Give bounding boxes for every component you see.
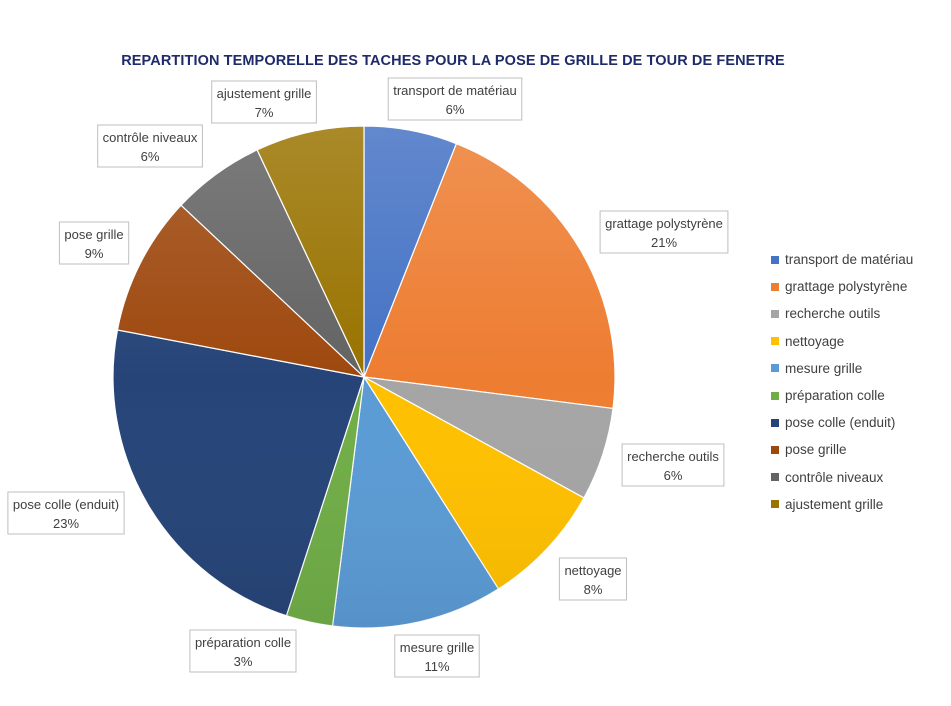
legend-item-nettoyage: nettoyage: [771, 328, 913, 355]
data-label-value: 6%: [664, 468, 683, 483]
data-label-value: 7%: [255, 105, 274, 120]
data-label-category: grattage polystyrène: [605, 216, 723, 231]
data-label-recherche-outils: recherche outils 6%: [621, 443, 725, 487]
data-label-box: [189, 629, 297, 673]
legend-item-preparation-colle: préparation colle: [771, 382, 913, 409]
legend-label: mesure grille: [785, 360, 863, 376]
data-label-ajustement-grille: ajustement grille 7%: [211, 80, 317, 124]
chart-title: REPARTITION TEMPORELLE DES TACHES POUR L…: [121, 53, 785, 69]
legend-swatch: [771, 282, 779, 291]
data-label-pose-grille: pose grille 9%: [58, 221, 130, 265]
data-label-value: 8%: [584, 582, 603, 597]
legend-item-transport-de-materiau: transport de matériau: [771, 246, 913, 273]
legend-label: pose grille: [785, 442, 847, 458]
data-label-category: mesure grille: [400, 640, 474, 655]
data-label-box: [621, 443, 725, 487]
data-label-category: pose grille: [64, 227, 123, 242]
data-label-preparation-colle: préparation colle 3%: [189, 629, 297, 673]
legend-item-ajustement-grille: ajustement grille: [771, 491, 913, 518]
data-label-category: contrôle niveaux: [103, 130, 198, 145]
legend-label: pose colle (enduit): [785, 415, 896, 431]
legend-label: recherche outils: [785, 306, 881, 322]
legend-swatch: [771, 309, 779, 318]
legend-swatch: [771, 500, 779, 509]
data-label-value: 9%: [85, 246, 104, 261]
data-label-controle-niveaux: contrôle niveaux 6%: [97, 124, 203, 168]
data-label-value: 6%: [141, 149, 160, 164]
data-label-category: pose colle (enduit): [13, 497, 119, 512]
data-label-category: recherche outils: [627, 449, 719, 464]
data-label-box: [7, 491, 125, 535]
data-label-mesure-grille: mesure grille 11%: [394, 634, 480, 678]
legend-swatch: [771, 255, 779, 264]
legend-label: préparation colle: [785, 388, 885, 404]
data-label-value: 3%: [234, 654, 253, 669]
legend-swatch: [771, 391, 779, 400]
data-label-box: [599, 210, 729, 254]
data-label-box: [558, 557, 628, 601]
data-label-category: préparation colle: [195, 635, 291, 650]
data-label-category: transport de matériau: [393, 83, 517, 98]
data-label-value: 6%: [446, 102, 465, 117]
legend-swatch: [771, 364, 779, 373]
legend-item-controle-niveaux: contrôle niveaux: [771, 464, 913, 491]
legend-item-mesure-grille: mesure grille: [771, 355, 913, 382]
data-label-box: [387, 77, 523, 121]
legend-label: nettoyage: [785, 333, 845, 349]
legend-swatch: [771, 418, 779, 427]
data-label-value: 11%: [424, 659, 449, 674]
data-label-box: [97, 124, 203, 168]
data-label-nettoyage: nettoyage 8%: [558, 557, 628, 601]
data-label-transport-de-materiau: transport de matériau 6%: [387, 77, 523, 121]
data-label-category: ajustement grille: [217, 86, 312, 101]
legend-swatch: [771, 337, 779, 346]
legend-label: transport de matériau: [785, 252, 914, 268]
legend-label: contrôle niveaux: [785, 469, 884, 485]
legend-item-pose-colle-enduit: pose colle (enduit): [771, 409, 913, 436]
data-label-box: [211, 80, 317, 124]
legend-item-grattage-polystyrene: grattage polystyrène: [771, 273, 913, 300]
data-label-box: [58, 221, 130, 265]
data-label-pose-colle-enduit: pose colle (enduit) 23%: [7, 491, 125, 535]
legend-label: grattage polystyrène: [785, 279, 908, 295]
legend-swatch: [771, 473, 779, 482]
legend-item-pose-grille: pose grille: [771, 436, 913, 463]
data-label-category: nettoyage: [564, 563, 621, 578]
data-label-grattage-polystyrene: grattage polystyrène 21%: [599, 210, 729, 254]
legend-swatch: [771, 445, 779, 454]
data-label-box: [394, 634, 480, 678]
data-label-value: 23%: [53, 516, 79, 531]
legend-label: ajustement grille: [785, 496, 884, 512]
legend-item-recherche-outils: recherche outils: [771, 300, 913, 327]
legend: transport de matériau grattage polystyrèn…: [771, 246, 913, 518]
data-label-value: 21%: [651, 235, 677, 250]
